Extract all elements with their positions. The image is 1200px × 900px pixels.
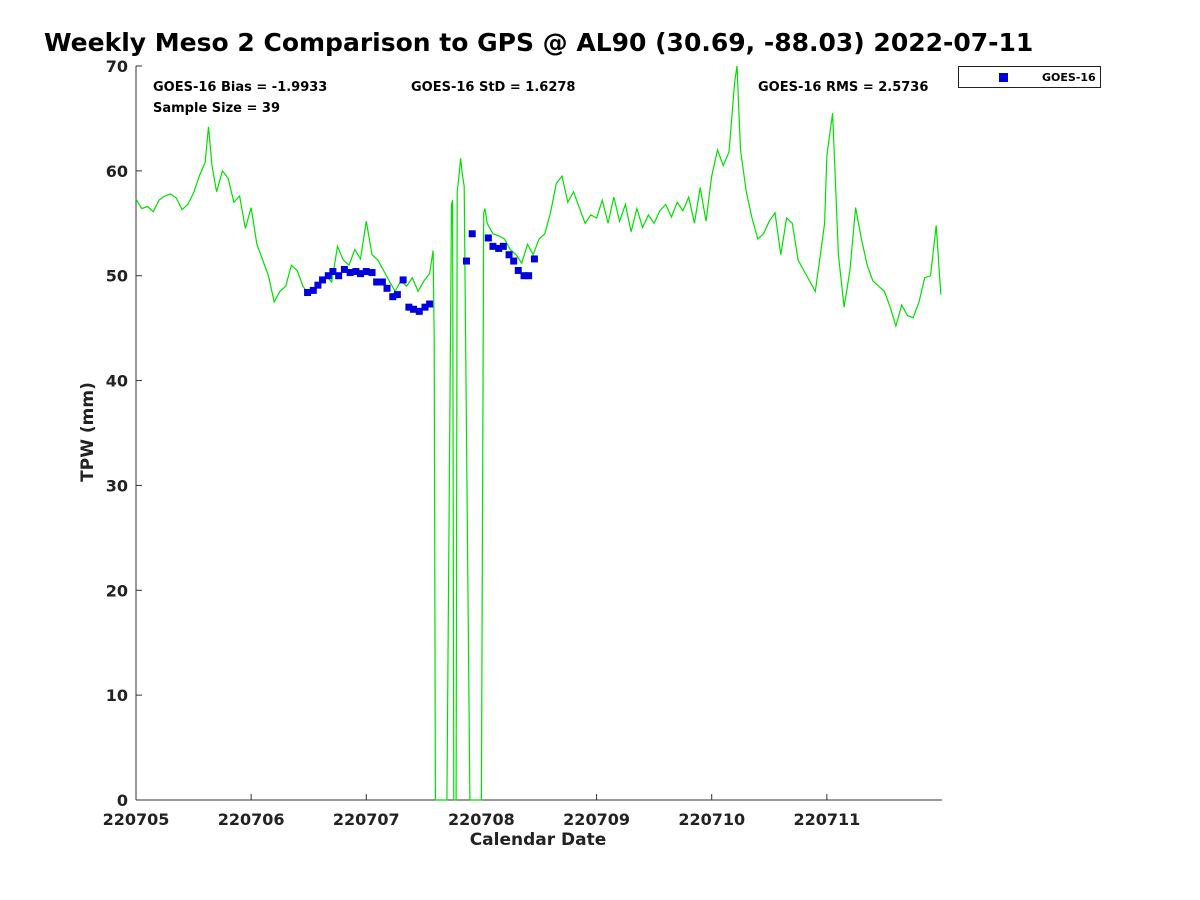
bias-annotation: GOES-16 Bias = -1.9933: [153, 80, 328, 95]
goes16-data-point: [421, 303, 429, 311]
y-tick-label: 10: [106, 686, 128, 705]
goes16-data-point: [426, 300, 434, 308]
x-tick-label: 220711: [793, 810, 860, 829]
goes16-data-point: [340, 265, 348, 273]
goes16-data-point: [525, 272, 533, 280]
rms-annotation: GOES-16 RMS = 2.5736: [758, 80, 929, 95]
goes16-data-point: [357, 270, 365, 278]
legend-marker-goes16: [999, 73, 1008, 82]
goes16-data-point: [324, 272, 332, 280]
y-tick-label: 60: [106, 162, 128, 181]
y-tick-label: 70: [106, 57, 128, 76]
x-tick-label: 220706: [218, 810, 285, 829]
std-annotation: GOES-16 StD = 1.6278: [411, 80, 576, 95]
goes16-data-point: [368, 269, 376, 277]
goes16-data-point: [489, 242, 497, 250]
chart-title: Weekly Meso 2 Comparison to GPS @ AL90 (…: [44, 28, 1034, 57]
goes16-data-point: [309, 286, 317, 294]
goes16-data-point: [399, 276, 407, 284]
y-axis-label: TPW (mm): [78, 382, 98, 482]
goes16-data-point: [499, 242, 507, 250]
goes16-data-point: [405, 303, 413, 311]
x-tick-label: 220707: [333, 810, 400, 829]
sample-size-annotation: Sample Size = 39: [153, 101, 281, 116]
y-tick-label: 40: [106, 372, 128, 391]
x-tick-label: 220708: [448, 810, 515, 829]
goes16-data-point: [346, 269, 354, 277]
goes16-data-point: [530, 255, 538, 263]
goes16-data-point: [329, 268, 337, 276]
y-tick-label: 50: [106, 267, 128, 286]
legend: GOES-16: [958, 66, 1101, 88]
goes16-data-point: [495, 244, 503, 252]
goes16-data-point: [510, 257, 518, 265]
x-tick-label: 220710: [678, 810, 745, 829]
series-layer: [135, 65, 942, 801]
gps-series-line: [135, 65, 942, 801]
goes16-data-point: [415, 307, 423, 315]
y-tick-label: 20: [106, 581, 128, 600]
x-tick-label: 220709: [563, 810, 630, 829]
goes16-data-point: [362, 268, 370, 276]
goes16-data-point: [514, 266, 522, 274]
y-tick-label: 30: [106, 476, 128, 495]
goes16-data-point: [373, 278, 381, 286]
y-tick-label: 0: [117, 791, 128, 810]
goes16-data-point: [378, 278, 386, 286]
x-axis-label: Calendar Date: [469, 830, 607, 850]
goes16-data-point: [389, 293, 397, 301]
goes16-data-point: [468, 230, 476, 238]
goes16-data-point: [304, 288, 312, 296]
goes16-data-point: [314, 281, 322, 289]
goes16-data-point: [462, 257, 470, 265]
goes16-data-point: [484, 234, 492, 242]
axes: [135, 66, 942, 801]
goes16-data-point: [352, 268, 360, 276]
x-tick-label: 220705: [103, 810, 170, 829]
goes16-data-point: [393, 291, 401, 299]
goes16-data-point: [520, 272, 528, 280]
goes16-data-point: [409, 305, 417, 313]
tick-layer: 0 10 20 30 40 50 60 70 220705 220706 220707 220708 2…: [103, 57, 861, 829]
goes16-data-point: [505, 251, 513, 259]
goes16-data-point: [383, 284, 391, 292]
goes16-data-point: [335, 272, 343, 280]
legend-label-goes16: GOES-16: [1042, 71, 1096, 84]
goes16-data-point: [319, 276, 327, 284]
